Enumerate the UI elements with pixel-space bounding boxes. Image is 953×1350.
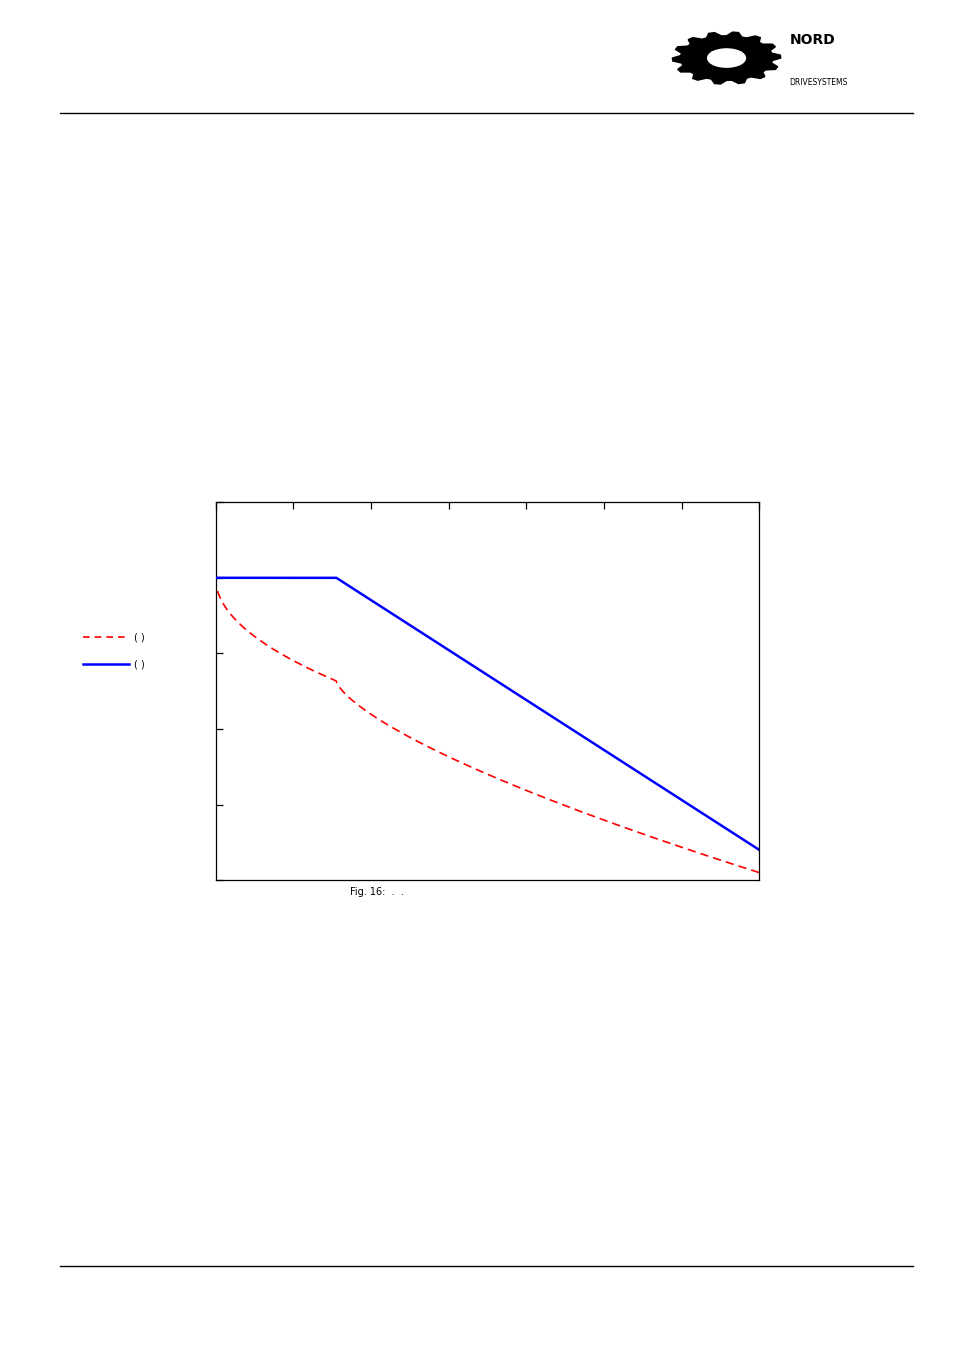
Text: ( ): ( ) [133, 632, 144, 643]
Polygon shape [672, 32, 780, 84]
Text: ( ): ( ) [133, 659, 144, 670]
Text: DRIVESYSTEMS: DRIVESYSTEMS [789, 78, 847, 86]
Text: NORD: NORD [709, 51, 742, 61]
Text: NORD: NORD [789, 32, 835, 47]
Text: Fig. 16:  .  .: Fig. 16: . . [350, 887, 403, 896]
Polygon shape [707, 49, 744, 68]
